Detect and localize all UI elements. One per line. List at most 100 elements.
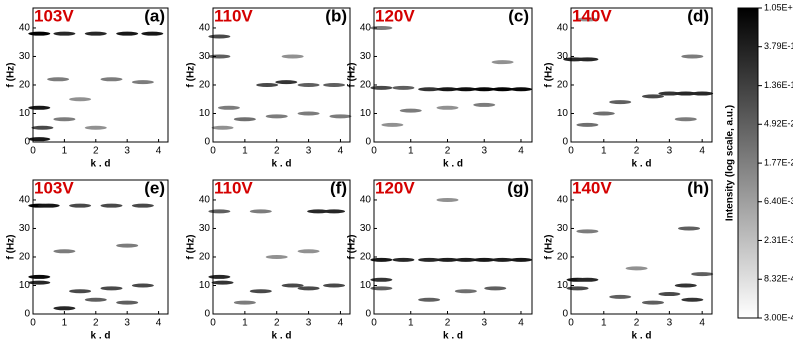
- intensity-blob: [28, 280, 51, 285]
- intensity-blob: [84, 125, 107, 130]
- x-tick-label: 3: [481, 146, 487, 157]
- x-tick-label: 4: [518, 146, 524, 157]
- colorbar-label: Intensity (log scale, a.u.): [725, 105, 736, 221]
- intensity-blob: [370, 286, 393, 291]
- intensity-blob: [454, 257, 477, 262]
- intensity-blob: [28, 105, 51, 110]
- intensity-blob: [297, 249, 320, 254]
- intensity-blob: [53, 306, 76, 311]
- y-tick-label: 10: [360, 108, 372, 119]
- x-tick-label: 0: [568, 146, 574, 157]
- plot-area: [213, 180, 350, 314]
- y-tick-label: 40: [360, 195, 372, 206]
- intensity-blob: [233, 117, 256, 122]
- intensity-blob: [249, 209, 272, 214]
- y-tick-label: 0: [24, 309, 30, 320]
- intensity-blob: [674, 117, 697, 122]
- x-tick-label: 0: [210, 318, 216, 329]
- plot-area: [571, 180, 712, 314]
- panel-voltage: 120V: [375, 6, 415, 25]
- x-tick-label: 1: [242, 146, 248, 157]
- x-tick-label: 4: [518, 318, 524, 329]
- x-tick-label: 0: [371, 146, 377, 157]
- intensity-blob: [370, 257, 393, 262]
- x-tick-label: 2: [445, 146, 451, 157]
- intensity-blob: [208, 274, 231, 279]
- intensity-blob: [592, 111, 615, 116]
- panel-voltage: 120V: [375, 178, 415, 197]
- x-tick-label: 2: [634, 318, 640, 329]
- heatmap-cells: [370, 25, 532, 127]
- x-tick-label: 1: [242, 318, 248, 329]
- intensity-blob: [381, 122, 404, 127]
- x-axis-label: k . d: [90, 331, 110, 342]
- x-tick-label: 3: [481, 318, 487, 329]
- plot-area: [571, 8, 712, 142]
- x-axis-label: k . d: [443, 331, 463, 342]
- panel-tag: (f): [330, 178, 347, 197]
- x-tick-label: 3: [124, 146, 130, 157]
- x-tick-label: 2: [93, 146, 99, 157]
- x-tick-label: 1: [62, 318, 68, 329]
- panel-tag: (a): [144, 6, 165, 25]
- y-tick-label: 30: [199, 51, 211, 62]
- y-tick-label: 20: [199, 80, 211, 91]
- x-axis-label: k . d: [631, 159, 651, 170]
- intensity-blob: [576, 277, 599, 282]
- intensity-blob: [509, 87, 532, 92]
- intensity-blob: [281, 54, 304, 59]
- intensity-blob: [47, 77, 70, 82]
- intensity-blob: [454, 87, 477, 92]
- y-tick-label: 20: [19, 80, 31, 91]
- intensity-blob: [28, 137, 51, 142]
- plot-frame: [212, 7, 351, 143]
- plot-area: [33, 180, 168, 314]
- plot-area: [374, 8, 532, 142]
- y-tick-label: 10: [19, 280, 31, 291]
- colorbar-tick-label: 1.77E-2: [764, 157, 793, 167]
- intensity-blob: [473, 87, 496, 92]
- intensity-blob: [323, 209, 346, 214]
- x-tick-label: 1: [601, 318, 607, 329]
- x-tick-label: 3: [667, 318, 673, 329]
- intensity-blob: [53, 117, 76, 122]
- plot-frame: [32, 7, 169, 143]
- intensity-blob: [281, 283, 304, 288]
- intensity-blob: [323, 82, 346, 87]
- intensity-blob: [491, 87, 514, 92]
- panel-tag: (b): [325, 6, 347, 25]
- plot-frame: [212, 179, 351, 315]
- intensity-blob: [418, 297, 441, 302]
- heatmap-cells: [28, 203, 154, 311]
- intensity-blob: [28, 31, 51, 36]
- intensity-blob: [100, 203, 123, 208]
- intensity-blob: [491, 60, 514, 65]
- panel-voltage: 103V: [34, 6, 74, 25]
- y-tick-label: 20: [199, 252, 211, 263]
- x-tick-label: 0: [210, 146, 216, 157]
- y-tick-label: 0: [204, 309, 210, 320]
- intensity-blob: [297, 111, 320, 116]
- y-tick-label: 40: [19, 195, 31, 206]
- x-tick-label: 0: [568, 318, 574, 329]
- y-tick-label: 20: [557, 80, 569, 91]
- intensity-blob: [691, 91, 714, 96]
- y-tick-label: 10: [360, 280, 372, 291]
- intensity-blob: [609, 100, 632, 105]
- colorbar-tick-label: 1.05E+0: [764, 2, 793, 12]
- y-tick-label: 30: [19, 223, 31, 234]
- y-tick-label: 10: [557, 108, 569, 119]
- y-tick-label: 40: [360, 23, 372, 34]
- x-tick-label: 2: [445, 318, 451, 329]
- colorbar-tick-label: 4.92E-2: [764, 119, 793, 129]
- intensity-blob: [297, 286, 320, 291]
- intensity-blob: [297, 82, 320, 87]
- panel-tag: (c): [508, 6, 529, 25]
- panel-tag: (g): [507, 178, 529, 197]
- heatmap-cells: [370, 197, 532, 302]
- x-tick-label: 1: [408, 318, 414, 329]
- colorbar-tick-label: 3.00E-4: [764, 312, 793, 322]
- heatmap-cells: [566, 226, 714, 305]
- x-tick-label: 1: [601, 146, 607, 157]
- intensity-blob: [116, 300, 139, 305]
